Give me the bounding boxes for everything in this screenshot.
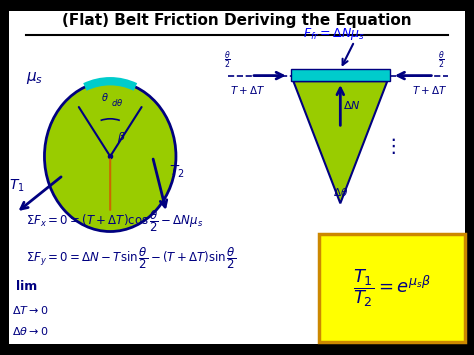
Text: $\Delta\theta$: $\Delta\theta$ — [333, 186, 348, 198]
Text: $T_1$: $T_1$ — [9, 177, 25, 193]
Text: $\theta$: $\theta$ — [101, 91, 109, 103]
Text: lim: lim — [16, 280, 37, 293]
Text: $\Delta\theta\rightarrow 0$: $\Delta\theta\rightarrow 0$ — [11, 325, 48, 337]
Text: $\dfrac{T_1}{T_2} = e^{\mu_s \beta}$: $\dfrac{T_1}{T_2} = e^{\mu_s \beta}$ — [353, 267, 431, 309]
Text: $\Delta N$: $\Delta N$ — [343, 99, 360, 111]
Polygon shape — [293, 81, 387, 203]
Text: $F_{fr}=\Delta N\mu_s$: $F_{fr}=\Delta N\mu_s$ — [303, 26, 365, 42]
FancyBboxPatch shape — [319, 234, 465, 342]
Text: $T+\Delta T$: $T+\Delta T$ — [230, 84, 265, 96]
Text: $\frac{\theta}{2}$: $\frac{\theta}{2}$ — [438, 49, 445, 71]
Text: $T_2$: $T_2$ — [169, 163, 184, 180]
Text: $\frac{\theta}{2}$: $\frac{\theta}{2}$ — [224, 49, 231, 71]
Text: $\Sigma F_x = 0 = (T+\Delta T)\cos\dfrac{\theta}{2} - \Delta N\mu_s$: $\Sigma F_x = 0 = (T+\Delta T)\cos\dfrac… — [26, 208, 203, 234]
Text: $T+\Delta T$: $T+\Delta T$ — [412, 84, 447, 96]
Text: $\Sigma F_y = 0 = \Delta N - T\sin\dfrac{\theta}{2} - (T+\Delta T)\sin\dfrac{\th: $\Sigma F_y = 0 = \Delta N - T\sin\dfrac… — [26, 246, 236, 271]
Text: (Flat) Belt Friction Deriving the Equation: (Flat) Belt Friction Deriving the Equati… — [62, 13, 412, 28]
Text: $d\theta$: $d\theta$ — [111, 97, 123, 108]
FancyBboxPatch shape — [291, 70, 390, 81]
Text: $\vdots$: $\vdots$ — [383, 136, 395, 156]
Text: $\mu_s$: $\mu_s$ — [26, 70, 43, 86]
Text: $\Delta T\rightarrow 0$: $\Delta T\rightarrow 0$ — [11, 304, 48, 316]
Text: $\beta$: $\beta$ — [117, 130, 126, 144]
Ellipse shape — [45, 81, 176, 231]
